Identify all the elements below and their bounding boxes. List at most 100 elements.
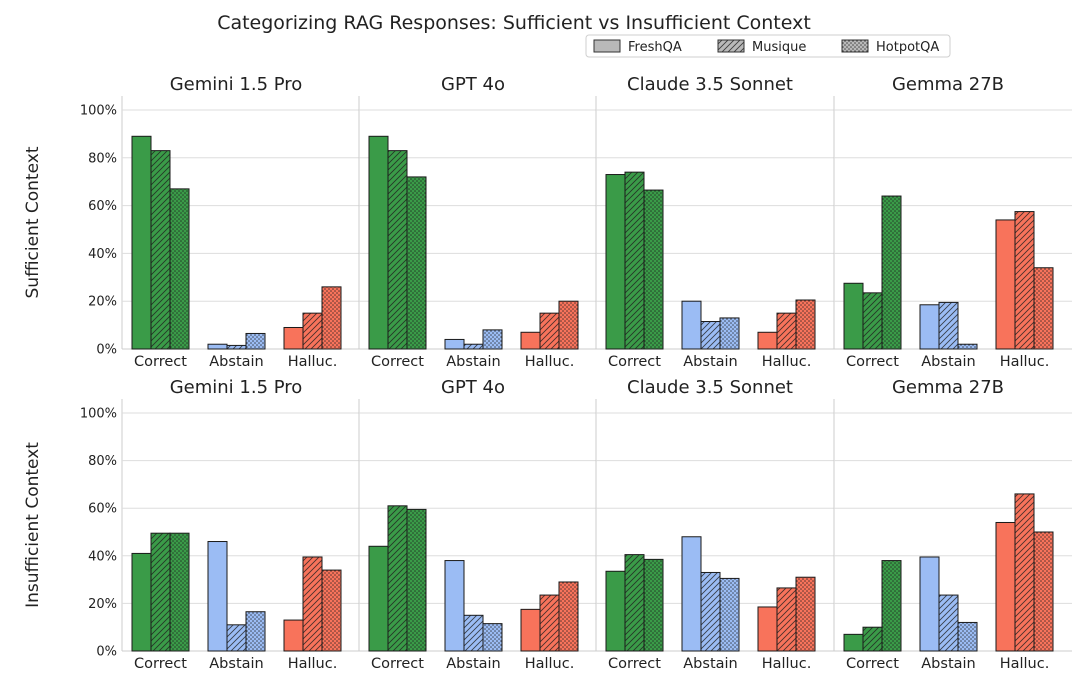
bar-pattern bbox=[720, 578, 739, 651]
bar-pattern bbox=[303, 313, 322, 349]
x-tick-label: Correct bbox=[608, 354, 661, 370]
row-label: Insufficient Context bbox=[23, 442, 43, 608]
y-tick-label: 20% bbox=[88, 295, 117, 310]
bar-abstain-freshqa bbox=[444, 338, 465, 350]
x-tick-label: Halluc. bbox=[525, 656, 575, 672]
chart-panels: Sufficient Context 0% 20% 40% 60% 80% 100% Gemi… bbox=[23, 74, 1072, 672]
x-tick-label: Correct bbox=[371, 656, 424, 672]
bar-correct-freshqa bbox=[605, 570, 626, 652]
bar-halluc-freshqa bbox=[757, 606, 778, 652]
bar-abstain-freshqa bbox=[207, 541, 228, 652]
y-tick-label: 100% bbox=[80, 104, 117, 119]
bar-pattern bbox=[483, 329, 502, 349]
bar-correct-freshqa bbox=[131, 135, 152, 350]
bar-pattern bbox=[644, 559, 663, 651]
bar-correct-freshqa bbox=[368, 135, 389, 350]
panel-title: Gemma 27B bbox=[892, 377, 1004, 398]
x-tick-label: Correct bbox=[134, 656, 187, 672]
bar-pattern bbox=[958, 344, 977, 349]
bar-halluc-freshqa bbox=[995, 521, 1016, 652]
bar-pattern bbox=[407, 176, 426, 349]
y-tick-label: 40% bbox=[88, 549, 117, 564]
bar-halluc-freshqa bbox=[757, 331, 778, 350]
bar-pattern bbox=[644, 190, 663, 349]
bar-pattern bbox=[1034, 267, 1053, 349]
x-tick-label: Abstain bbox=[921, 354, 975, 370]
bar-abstain-freshqa bbox=[681, 300, 702, 350]
bar-pattern bbox=[863, 292, 882, 349]
x-tick-label: Abstain bbox=[209, 354, 263, 370]
bar-pattern bbox=[720, 317, 739, 349]
y-tick-label: 60% bbox=[88, 502, 117, 517]
bar-halluc-freshqa bbox=[520, 608, 541, 652]
bar-pattern bbox=[388, 150, 407, 349]
bar-abstain-freshqa bbox=[919, 556, 940, 652]
panel-title: GPT 4o bbox=[441, 74, 505, 95]
y-tick-label: 40% bbox=[88, 247, 117, 262]
bar-pattern bbox=[559, 581, 578, 651]
bar-pattern bbox=[322, 570, 341, 651]
bar-pattern bbox=[170, 533, 189, 651]
x-tick-label: Abstain bbox=[209, 656, 263, 672]
bar-pattern bbox=[625, 172, 644, 349]
x-tick-label: Correct bbox=[371, 354, 424, 370]
bar-pattern bbox=[777, 587, 796, 651]
bar-pattern bbox=[777, 313, 796, 349]
bar-pattern bbox=[464, 344, 483, 349]
bar-pattern bbox=[939, 595, 958, 651]
x-tick-label: Correct bbox=[846, 656, 899, 672]
bar-pattern bbox=[483, 623, 502, 651]
bar-halluc-freshqa bbox=[283, 326, 304, 350]
bar-pattern bbox=[151, 533, 170, 651]
bar-halluc-freshqa bbox=[520, 331, 541, 350]
bar-halluc-freshqa bbox=[995, 219, 1016, 350]
bar-pattern bbox=[246, 333, 265, 349]
bar-correct-freshqa bbox=[843, 282, 864, 350]
figure-title: Categorizing RAG Responses: Sufficient v… bbox=[217, 12, 811, 34]
panel-title: Gemma 27B bbox=[892, 74, 1004, 95]
bar-correct-freshqa bbox=[605, 174, 626, 350]
legend-swatch-pattern bbox=[841, 39, 869, 53]
y-tick-label: 80% bbox=[88, 454, 117, 469]
bar-halluc-freshqa bbox=[283, 619, 304, 652]
bar-pattern bbox=[1034, 532, 1053, 651]
y-tick-label: 20% bbox=[88, 597, 117, 612]
legend: FreshQA Musique HotpotQA bbox=[585, 34, 951, 58]
y-tick-label: 80% bbox=[88, 151, 117, 166]
panel-1-2: Claude 3.5 Sonnet Correct Abstain Halluc. bbox=[595, 377, 834, 672]
x-tick-label: Halluc. bbox=[1000, 354, 1050, 370]
x-tick-label: Correct bbox=[608, 656, 661, 672]
bar-pattern bbox=[227, 624, 246, 651]
bar-pattern bbox=[1015, 493, 1034, 651]
bar-pattern bbox=[882, 196, 901, 349]
bar-abstain-freshqa bbox=[919, 304, 940, 350]
x-tick-label: Halluc. bbox=[288, 354, 338, 370]
bar-pattern bbox=[796, 300, 815, 349]
bar-correct-freshqa bbox=[843, 633, 864, 652]
panel-0-2: Claude 3.5 Sonnet Correct Abstain Halluc. bbox=[595, 74, 834, 370]
panel-0-1: GPT 4o Correct Abstain Halluc. bbox=[358, 74, 597, 370]
bar-correct-freshqa bbox=[368, 545, 389, 652]
bar-pattern bbox=[625, 554, 644, 651]
panel-title: Claude 3.5 Sonnet bbox=[627, 74, 793, 95]
bar-pattern bbox=[939, 302, 958, 349]
x-tick-label: Halluc. bbox=[762, 656, 812, 672]
x-tick-label: Correct bbox=[134, 354, 187, 370]
legend-label: FreshQA bbox=[628, 40, 682, 55]
y-tick-label: 60% bbox=[88, 199, 117, 214]
bar-abstain-freshqa bbox=[444, 560, 465, 652]
y-tick-label: 0% bbox=[96, 343, 117, 358]
panel-title: GPT 4o bbox=[441, 377, 505, 398]
bar-pattern bbox=[407, 509, 426, 651]
bar-pattern bbox=[170, 188, 189, 349]
bar-abstain-freshqa bbox=[681, 536, 702, 652]
legend-swatch-pattern bbox=[717, 39, 745, 53]
x-tick-label: Halluc. bbox=[762, 354, 812, 370]
panel-1-0: Gemini 1.5 Pro Correct Abstain Halluc. bbox=[121, 377, 360, 672]
panel-1-3: Gemma 27B Correct Abstain Halluc. bbox=[833, 377, 1072, 672]
bar-pattern bbox=[540, 313, 559, 349]
x-tick-label: Abstain bbox=[683, 354, 737, 370]
panel-title: Gemini 1.5 Pro bbox=[170, 74, 303, 95]
bar-pattern bbox=[863, 627, 882, 651]
